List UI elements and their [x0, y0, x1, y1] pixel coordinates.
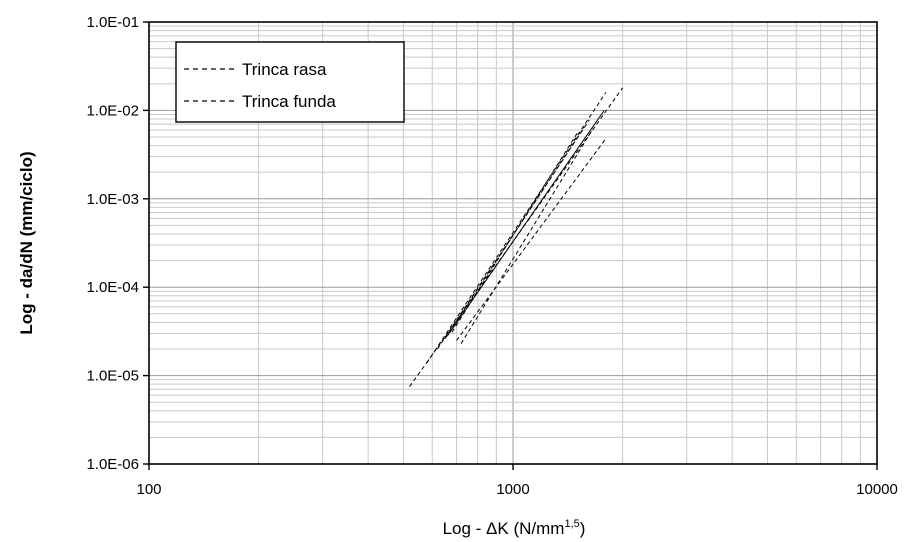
x-axis-title-superscript: 1,5: [564, 518, 579, 530]
series-line-4: [444, 126, 585, 340]
legend-label-trinca-funda: Trinca funda: [242, 92, 336, 111]
y-tick-label: 1.0E-05: [86, 368, 139, 385]
legend-box: [175, 41, 405, 123]
y-axis-title: Log - da/dN (mm/ciclo): [17, 151, 36, 334]
series-line-8: [446, 110, 605, 337]
legend: Trinca rasa Trinca funda: [175, 41, 405, 123]
y-tick-label: 1.0E-03: [86, 191, 139, 208]
y-tick-label: 1.0E-01: [86, 14, 139, 31]
x-axis-title: Log - ΔK (N/mm1,5): [443, 518, 586, 538]
x-axis-title-main: Log - ΔK (N/mm: [443, 519, 565, 538]
y-tick-label: 1.0E-02: [86, 102, 139, 119]
x-axis-title-end: ): [580, 519, 586, 538]
x-tick-label: 10000: [856, 481, 898, 498]
x-tick-labels: 100 1000 10000: [136, 464, 898, 498]
y-tick-labels: 1.0E-06 1.0E-05 1.0E-04 1.0E-03 1.0E-02 1.0E-…: [86, 14, 149, 473]
x-tick-label: 1000: [496, 481, 529, 498]
y-tick-label: 1.0E-06: [86, 456, 139, 473]
series-line-3: [436, 119, 590, 350]
series-group: [409, 87, 624, 387]
legend-label-trinca-rasa: Trinca rasa: [242, 60, 327, 79]
series-line-2: [426, 92, 607, 363]
y-tick-label: 1.0E-04: [86, 279, 139, 296]
x-tick-label: 100: [136, 481, 161, 498]
